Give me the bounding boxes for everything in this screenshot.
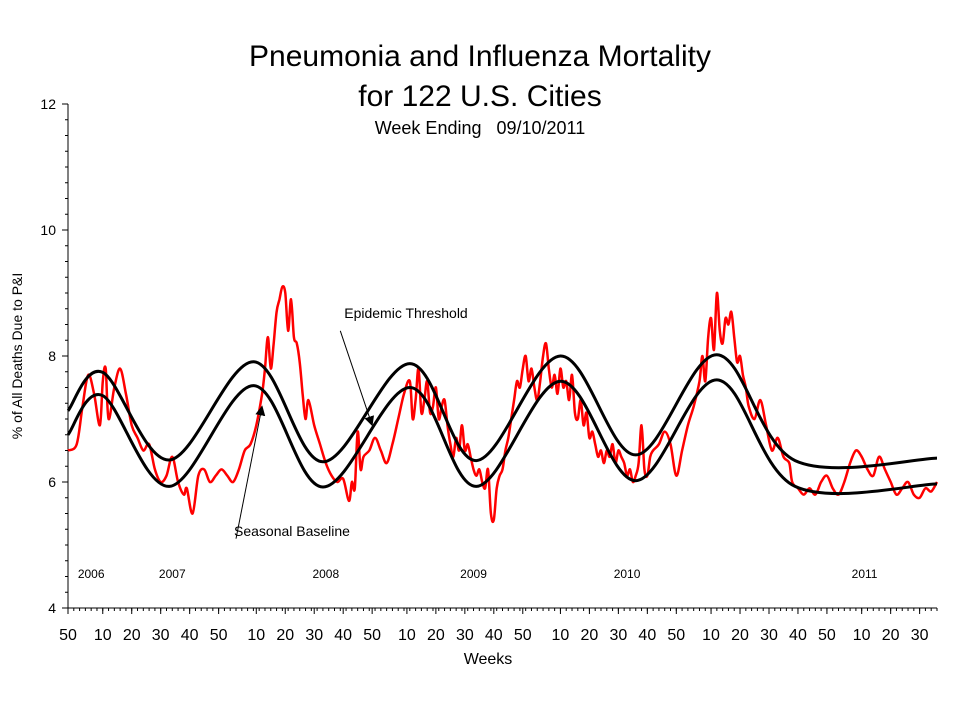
- x-tick-label: 30: [152, 627, 170, 644]
- x-tick-label: 40: [485, 627, 503, 644]
- year-labels: 2006 2007 2008 2009 2010 2011: [78, 567, 878, 581]
- x-tick-label: 30: [609, 627, 627, 644]
- annotations: Epidemic Threshold Seasonal Baseline: [234, 305, 468, 539]
- year-label: 2011: [852, 567, 878, 581]
- x-tick-label: 40: [789, 627, 807, 644]
- x-tick-label: 20: [276, 627, 294, 644]
- seasonal-baseline-annotation: Seasonal Baseline: [234, 523, 350, 539]
- year-label: 2009: [460, 567, 487, 581]
- y-tick-label: 12: [40, 96, 56, 112]
- x-axis-label: Weeks: [464, 651, 513, 668]
- x-tick-label: 10: [247, 627, 265, 644]
- x-tick-label: 20: [123, 627, 141, 644]
- x-tick-label: 30: [760, 627, 778, 644]
- x-tick-label: 50: [59, 627, 77, 644]
- epidemic-threshold-line: [66, 353, 938, 470]
- x-tick-label: 10: [702, 627, 720, 644]
- y-tick-label: 6: [48, 474, 56, 490]
- epidemic-threshold-annotation: Epidemic Threshold: [344, 305, 467, 321]
- seasonal-baseline-arrow: [235, 405, 266, 539]
- x-tick-label: 50: [818, 627, 836, 644]
- axes: [67, 104, 937, 609]
- y-axis-ticks: 4 6 8 10 12: [40, 96, 68, 616]
- x-tick-label: 10: [398, 627, 416, 644]
- x-tick-label: 30: [305, 627, 323, 644]
- y-axis-label: % of All Deaths Due to P&I: [9, 273, 25, 440]
- x-tick-label: 10: [552, 627, 570, 644]
- year-label: 2007: [159, 567, 186, 581]
- year-label: 2006: [78, 567, 105, 581]
- x-tick-label: 40: [334, 627, 352, 644]
- x-tick-label: 20: [731, 627, 749, 644]
- mortality-series-line: [67, 284, 939, 524]
- chart-subtitle: Week Ending 09/10/2011: [375, 118, 586, 138]
- x-tick-label: 50: [363, 627, 381, 644]
- seasonal-baseline-line: [66, 378, 938, 496]
- series-lines: [66, 284, 939, 524]
- x-tick-label: 50: [667, 627, 685, 644]
- chart-title-line1: Pneumonia and Influenza Mortality: [249, 40, 711, 73]
- y-tick-label: 4: [48, 600, 56, 616]
- year-label: 2008: [312, 567, 339, 581]
- y-tick-label: 10: [40, 222, 56, 238]
- y-tick-label: 8: [48, 348, 56, 364]
- x-tick-label: 50: [514, 627, 532, 644]
- year-label: 2010: [614, 567, 641, 581]
- x-tick-label: 30: [911, 627, 929, 644]
- x-axis-ticks: 50 10 20 30 40 50 10 20 30 40 50 10 20 30 40 50 10 20 30 40…: [59, 608, 938, 644]
- x-tick-label: 50: [210, 627, 228, 644]
- x-tick-label: 20: [581, 627, 599, 644]
- x-tick-label: 10: [94, 627, 112, 644]
- x-tick-label: 10: [853, 627, 871, 644]
- epidemic-threshold-arrow: [339, 330, 375, 427]
- x-tick-label: 20: [882, 627, 900, 644]
- chart-title-line2: for 122 U.S. Cities: [358, 80, 601, 113]
- x-tick-label: 20: [427, 627, 445, 644]
- x-tick-label: 40: [638, 627, 656, 644]
- x-tick-label: 40: [181, 627, 199, 644]
- x-tick-label: 30: [456, 627, 474, 644]
